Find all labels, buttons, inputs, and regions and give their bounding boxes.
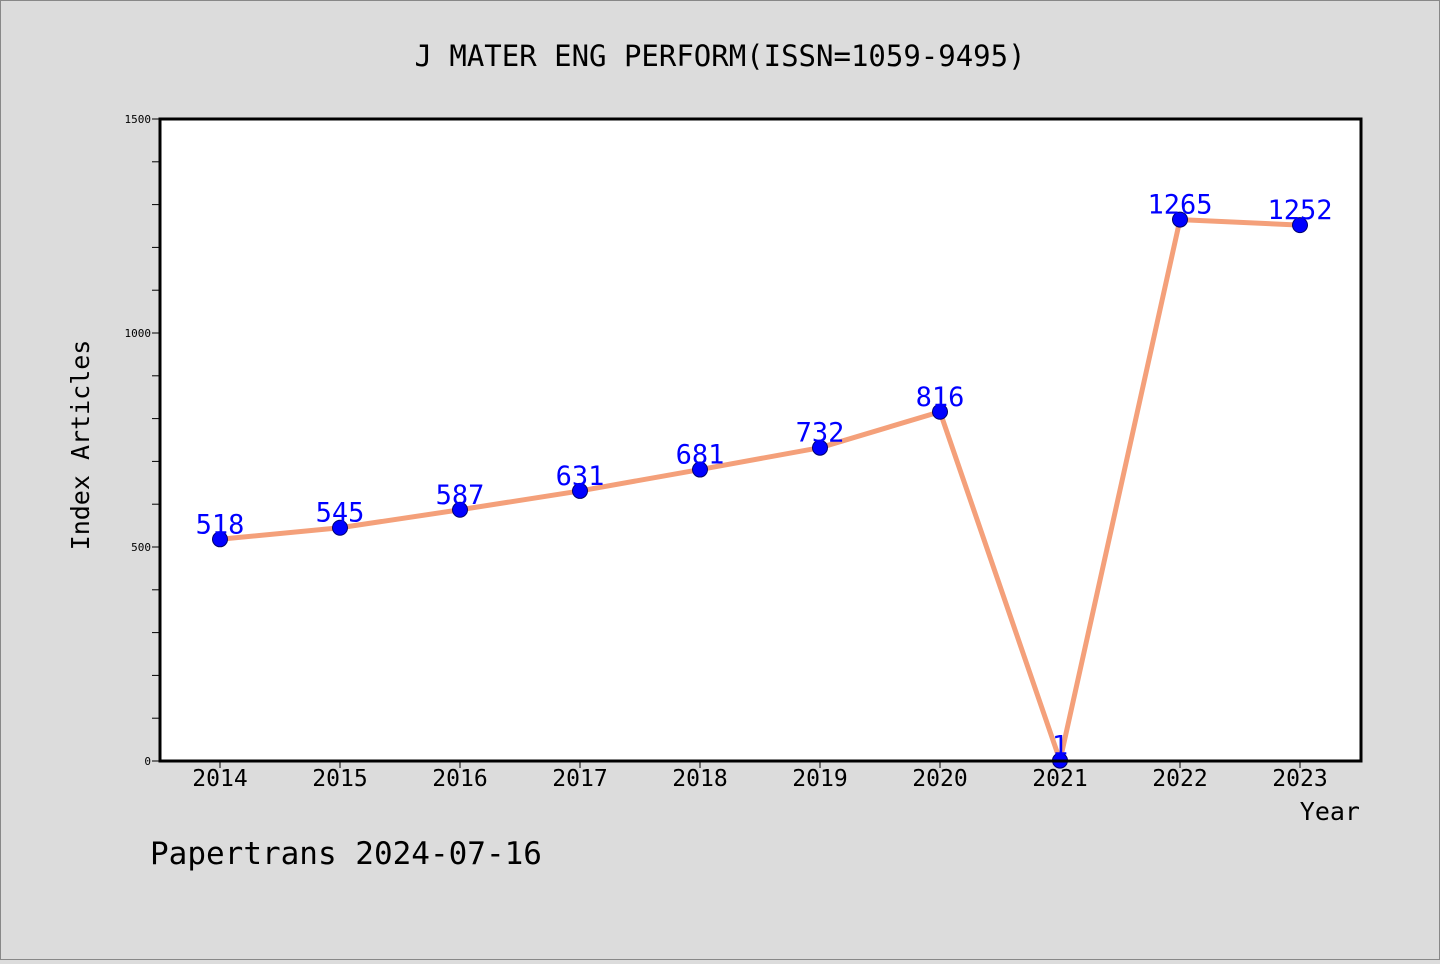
- x-tick-label: 2021: [1032, 766, 1087, 792]
- x-axis-ticks: 2014 2015 2016 2017 2018 2019 2020 2021 2022 2023: [192, 761, 1328, 792]
- data-label: 681: [676, 440, 725, 471]
- data-label: 518: [196, 509, 245, 540]
- x-tick-label: 2019: [792, 766, 847, 792]
- data-label: 1252: [1267, 195, 1332, 226]
- y-tick-label: 500: [131, 541, 151, 554]
- x-tick-label: 2017: [552, 766, 607, 792]
- x-tick-label: 2023: [1272, 766, 1327, 792]
- data-point-marker: [332, 519, 348, 536]
- x-tick-label: 2014: [192, 766, 247, 792]
- y-tick-label: 1500: [125, 113, 152, 126]
- y-tick-label: 0: [144, 755, 151, 768]
- data-label: 587: [436, 480, 485, 511]
- x-tick-label: 2015: [312, 766, 367, 792]
- data-label: 1265: [1147, 190, 1212, 221]
- data-point-marker: [1292, 217, 1308, 234]
- series-layer: 518 545 587 631 681 732 816 1 1265 1252: [196, 190, 1333, 769]
- y-axis-label: Index Articles: [66, 340, 95, 551]
- data-point-marker: [1172, 211, 1188, 228]
- y-tick-label: 1000: [125, 327, 152, 340]
- data-label: 1: [1052, 731, 1068, 762]
- chart-title: J MATER ENG PERFORM(ISSN=1059-9495): [414, 39, 1025, 73]
- x-tick-label: 2022: [1152, 766, 1207, 792]
- x-tick-label: 2020: [912, 766, 967, 792]
- footer-text: Papertrans 2024-07-16: [150, 836, 542, 872]
- plot-frame: [158, 117, 1363, 763]
- data-label: 732: [796, 418, 845, 449]
- data-point-marker: [572, 482, 588, 499]
- data-point-marker: [812, 439, 828, 456]
- data-point-marker: [932, 403, 948, 420]
- data-label: 631: [556, 461, 605, 492]
- x-tick-label: 2016: [432, 766, 487, 792]
- data-point-marker: [212, 531, 228, 548]
- data-point-marker: [692, 461, 708, 478]
- data-label: 816: [916, 382, 965, 413]
- series-line: [217, 217, 1303, 764]
- data-point-marker: [452, 501, 468, 518]
- x-tick-label: 2018: [672, 766, 727, 792]
- plot-area: [160, 119, 1361, 761]
- x-axis-label: Year: [1300, 797, 1360, 826]
- data-label: 545: [316, 498, 365, 529]
